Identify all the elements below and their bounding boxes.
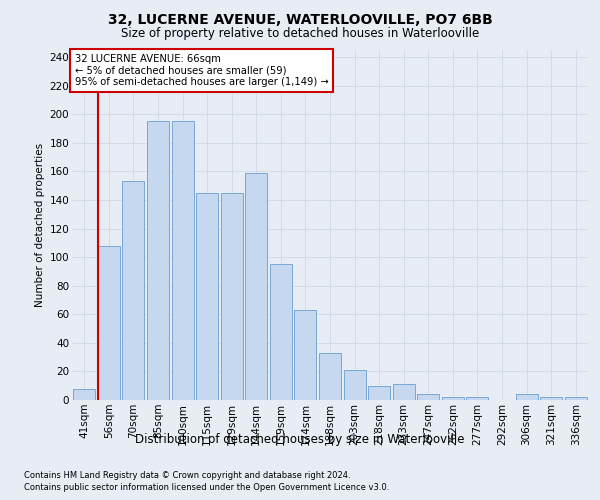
Bar bbox=[565, 397, 587, 400]
Bar bbox=[98, 246, 120, 400]
Bar bbox=[319, 353, 341, 400]
Bar bbox=[466, 397, 488, 400]
Bar bbox=[442, 397, 464, 400]
Bar bbox=[295, 310, 316, 400]
Text: Contains HM Land Registry data © Crown copyright and database right 2024.: Contains HM Land Registry data © Crown c… bbox=[24, 471, 350, 480]
Text: Size of property relative to detached houses in Waterlooville: Size of property relative to detached ho… bbox=[121, 28, 479, 40]
Bar bbox=[172, 122, 194, 400]
Bar bbox=[196, 193, 218, 400]
Bar bbox=[73, 388, 95, 400]
Text: Contains public sector information licensed under the Open Government Licence v3: Contains public sector information licen… bbox=[24, 484, 389, 492]
Text: 32, LUCERNE AVENUE, WATERLOOVILLE, PO7 6BB: 32, LUCERNE AVENUE, WATERLOOVILLE, PO7 6… bbox=[107, 12, 493, 26]
Bar bbox=[147, 122, 169, 400]
Bar bbox=[392, 384, 415, 400]
Bar bbox=[368, 386, 390, 400]
Bar bbox=[122, 182, 145, 400]
Text: 32 LUCERNE AVENUE: 66sqm
← 5% of detached houses are smaller (59)
95% of semi-de: 32 LUCERNE AVENUE: 66sqm ← 5% of detache… bbox=[74, 54, 328, 86]
Bar bbox=[344, 370, 365, 400]
Bar bbox=[221, 193, 243, 400]
Text: Distribution of detached houses by size in Waterlooville: Distribution of detached houses by size … bbox=[135, 432, 465, 446]
Bar bbox=[270, 264, 292, 400]
Bar bbox=[540, 397, 562, 400]
Bar bbox=[245, 173, 268, 400]
Bar bbox=[417, 394, 439, 400]
Bar bbox=[515, 394, 538, 400]
Y-axis label: Number of detached properties: Number of detached properties bbox=[35, 143, 46, 307]
